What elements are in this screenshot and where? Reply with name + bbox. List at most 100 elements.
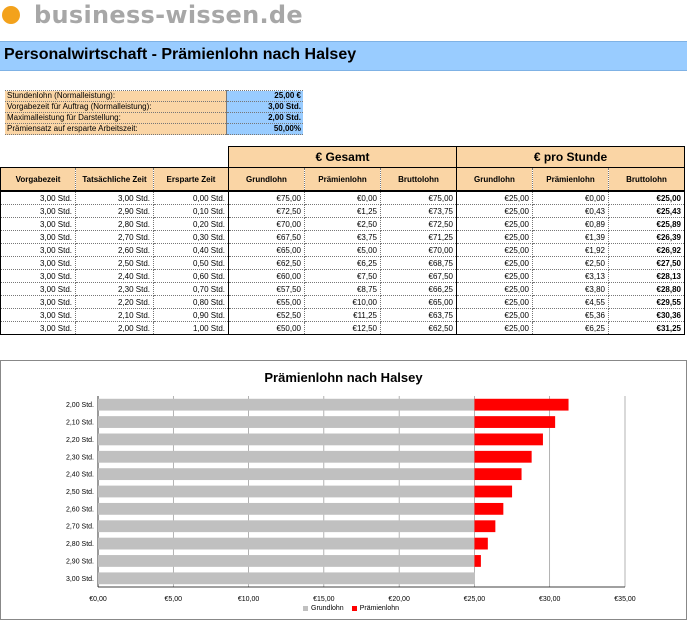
table-cell[interactable]: €26,92: [608, 243, 685, 257]
table-cell[interactable]: €0,43: [532, 204, 609, 218]
table-cell[interactable]: €62,50: [228, 256, 305, 270]
table-cell[interactable]: €55,00: [228, 295, 305, 309]
param-value-input[interactable]: 50,00%: [226, 123, 303, 135]
table-cell[interactable]: 0,80 Std.: [153, 295, 229, 309]
table-cell[interactable]: 0,00 Std.: [153, 191, 229, 205]
table-cell[interactable]: 3,00 Std.: [0, 282, 76, 296]
table-cell[interactable]: €72,50: [380, 217, 457, 231]
table-cell[interactable]: €25,43: [608, 204, 685, 218]
table-cell[interactable]: 0,30 Std.: [153, 230, 229, 244]
table-cell[interactable]: €68,75: [380, 256, 457, 270]
table-cell[interactable]: 2,00 Std.: [75, 321, 154, 335]
table-cell[interactable]: 2,10 Std.: [75, 308, 154, 322]
table-cell[interactable]: €0,00: [532, 191, 609, 205]
table-cell[interactable]: €11,25: [304, 308, 381, 322]
table-cell[interactable]: 3,00 Std.: [0, 308, 76, 322]
table-cell[interactable]: €0,89: [532, 217, 609, 231]
table-cell[interactable]: 3,00 Std.: [75, 191, 154, 205]
table-cell[interactable]: €28,80: [608, 282, 685, 296]
table-cell[interactable]: 0,60 Std.: [153, 269, 229, 283]
table-cell[interactable]: €1,39: [532, 230, 609, 244]
table-cell[interactable]: €25,00: [456, 295, 533, 309]
table-cell[interactable]: €63,75: [380, 308, 457, 322]
table-cell[interactable]: €25,00: [456, 204, 533, 218]
table-cell[interactable]: 3,00 Std.: [0, 256, 76, 270]
table-cell[interactable]: €5,36: [532, 308, 609, 322]
table-cell[interactable]: 2,80 Std.: [75, 217, 154, 231]
table-cell[interactable]: €3,75: [304, 230, 381, 244]
table-cell[interactable]: €65,00: [380, 295, 457, 309]
table-cell[interactable]: 3,00 Std.: [0, 295, 76, 309]
table-cell[interactable]: €29,55: [608, 295, 685, 309]
table-cell[interactable]: €1,92: [532, 243, 609, 257]
table-cell[interactable]: €25,00: [456, 230, 533, 244]
table-cell[interactable]: 2,40 Std.: [75, 269, 154, 283]
table-cell[interactable]: 3,00 Std.: [0, 321, 76, 335]
table-cell[interactable]: 2,90 Std.: [75, 204, 154, 218]
table-cell[interactable]: €25,00: [456, 191, 533, 205]
table-cell[interactable]: €70,00: [228, 217, 305, 231]
table-cell[interactable]: 1,00 Std.: [153, 321, 229, 335]
table-cell[interactable]: €27,50: [608, 256, 685, 270]
table-cell[interactable]: €26,39: [608, 230, 685, 244]
table-cell[interactable]: €25,00: [456, 308, 533, 322]
table-cell[interactable]: 3,00 Std.: [0, 269, 76, 283]
table-cell[interactable]: 0,10 Std.: [153, 204, 229, 218]
table-cell[interactable]: 0,20 Std.: [153, 217, 229, 231]
table-cell[interactable]: €65,00: [228, 243, 305, 257]
table-cell[interactable]: €25,00: [456, 243, 533, 257]
table-cell[interactable]: €3,80: [532, 282, 609, 296]
table-cell[interactable]: €25,00: [456, 217, 533, 231]
param-value-input[interactable]: 25,00 €: [226, 90, 303, 102]
table-cell[interactable]: €2,50: [532, 256, 609, 270]
table-cell[interactable]: €4,55: [532, 295, 609, 309]
table-cell[interactable]: €25,00: [456, 321, 533, 335]
table-cell[interactable]: €50,00: [228, 321, 305, 335]
table-cell[interactable]: €0,00: [304, 191, 381, 205]
table-cell[interactable]: €8,75: [304, 282, 381, 296]
table-cell[interactable]: €31,25: [608, 321, 685, 335]
table-cell[interactable]: €66,25: [380, 282, 457, 296]
table-cell[interactable]: 2,20 Std.: [75, 295, 154, 309]
table-cell[interactable]: 3,00 Std.: [0, 243, 76, 257]
table-cell[interactable]: €73,75: [380, 204, 457, 218]
table-cell[interactable]: €71,25: [380, 230, 457, 244]
table-cell[interactable]: €30,36: [608, 308, 685, 322]
table-cell[interactable]: €28,13: [608, 269, 685, 283]
table-cell[interactable]: €75,00: [228, 191, 305, 205]
table-cell[interactable]: 2,70 Std.: [75, 230, 154, 244]
table-cell[interactable]: €67,50: [228, 230, 305, 244]
table-cell[interactable]: 3,00 Std.: [0, 204, 76, 218]
table-cell[interactable]: €6,25: [304, 256, 381, 270]
table-cell[interactable]: €6,25: [532, 321, 609, 335]
table-cell[interactable]: €25,00: [456, 256, 533, 270]
table-cell[interactable]: €12,50: [304, 321, 381, 335]
table-cell[interactable]: €25,89: [608, 217, 685, 231]
table-cell[interactable]: €3,13: [532, 269, 609, 283]
table-cell[interactable]: 2,60 Std.: [75, 243, 154, 257]
table-cell[interactable]: €67,50: [380, 269, 457, 283]
table-cell[interactable]: 0,50 Std.: [153, 256, 229, 270]
table-cell[interactable]: €25,00: [456, 282, 533, 296]
table-cell[interactable]: 3,00 Std.: [0, 217, 76, 231]
table-cell[interactable]: 3,00 Std.: [0, 230, 76, 244]
table-cell[interactable]: €10,00: [304, 295, 381, 309]
table-cell[interactable]: €72,50: [228, 204, 305, 218]
table-cell[interactable]: €25,00: [608, 191, 685, 205]
table-cell[interactable]: €5,00: [304, 243, 381, 257]
table-cell[interactable]: €1,25: [304, 204, 381, 218]
table-cell[interactable]: €75,00: [380, 191, 457, 205]
table-cell[interactable]: €62,50: [380, 321, 457, 335]
table-cell[interactable]: 0,40 Std.: [153, 243, 229, 257]
table-cell[interactable]: €25,00: [456, 269, 533, 283]
table-cell[interactable]: 2,50 Std.: [75, 256, 154, 270]
param-value-input[interactable]: 3,00 Std.: [226, 101, 303, 113]
table-cell[interactable]: €52,50: [228, 308, 305, 322]
table-cell[interactable]: €60,00: [228, 269, 305, 283]
param-value-input[interactable]: 2,00 Std.: [226, 112, 303, 124]
table-cell[interactable]: 0,70 Std.: [153, 282, 229, 296]
table-cell[interactable]: €57,50: [228, 282, 305, 296]
table-cell[interactable]: €7,50: [304, 269, 381, 283]
table-cell[interactable]: 3,00 Std.: [0, 191, 76, 205]
table-cell[interactable]: 0,90 Std.: [153, 308, 229, 322]
